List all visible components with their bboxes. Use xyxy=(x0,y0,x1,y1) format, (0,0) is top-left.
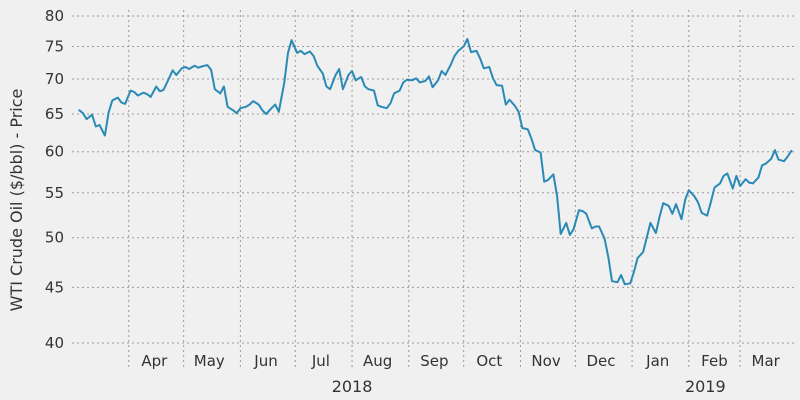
x-month-label: Jan xyxy=(645,352,669,370)
y-tick-label: 40 xyxy=(45,334,64,352)
x-month-label: Apr xyxy=(141,352,168,370)
x-year-label: 2018 xyxy=(332,377,373,396)
x-month-label: Oct xyxy=(476,352,502,370)
y-tick-label: 50 xyxy=(45,229,64,247)
x-month-label: May xyxy=(194,352,225,370)
x-month-label: Nov xyxy=(531,352,560,370)
x-month-labels: Apr May Jun Jul Aug Sep Oct Nov Dec Jan Feb Mar xyxy=(141,352,780,370)
x-gridlines xyxy=(128,10,741,368)
x-month-label: Dec xyxy=(586,352,615,370)
series-layer xyxy=(78,38,793,286)
x-month-label: Sep xyxy=(420,352,448,370)
price-series-line xyxy=(78,38,793,286)
y-tick-label: 55 xyxy=(45,184,64,202)
y-tick-label: 60 xyxy=(45,143,64,161)
x-month-label: Feb xyxy=(701,352,728,370)
y-tick-label: 75 xyxy=(45,37,64,55)
y-tick-labels: 40 45 50 55 60 65 70 75 80 xyxy=(45,7,64,352)
y-tick-label: 65 xyxy=(45,105,64,123)
y-tick-label: 80 xyxy=(45,7,64,25)
x-month-label: Jul xyxy=(311,352,330,370)
x-year-labels: 2018 2019 xyxy=(332,377,726,396)
y-axis-label: WTI Crude Oil ($/bbl) - Price xyxy=(7,89,26,312)
x-year-label: 2019 xyxy=(685,377,726,396)
y-tick-label: 45 xyxy=(45,278,64,296)
y-gridlines xyxy=(72,15,795,344)
x-month-label: Jun xyxy=(253,352,277,370)
y-tick-label: 70 xyxy=(45,70,64,88)
x-month-label: Mar xyxy=(752,352,781,370)
x-month-label: Aug xyxy=(363,352,392,370)
